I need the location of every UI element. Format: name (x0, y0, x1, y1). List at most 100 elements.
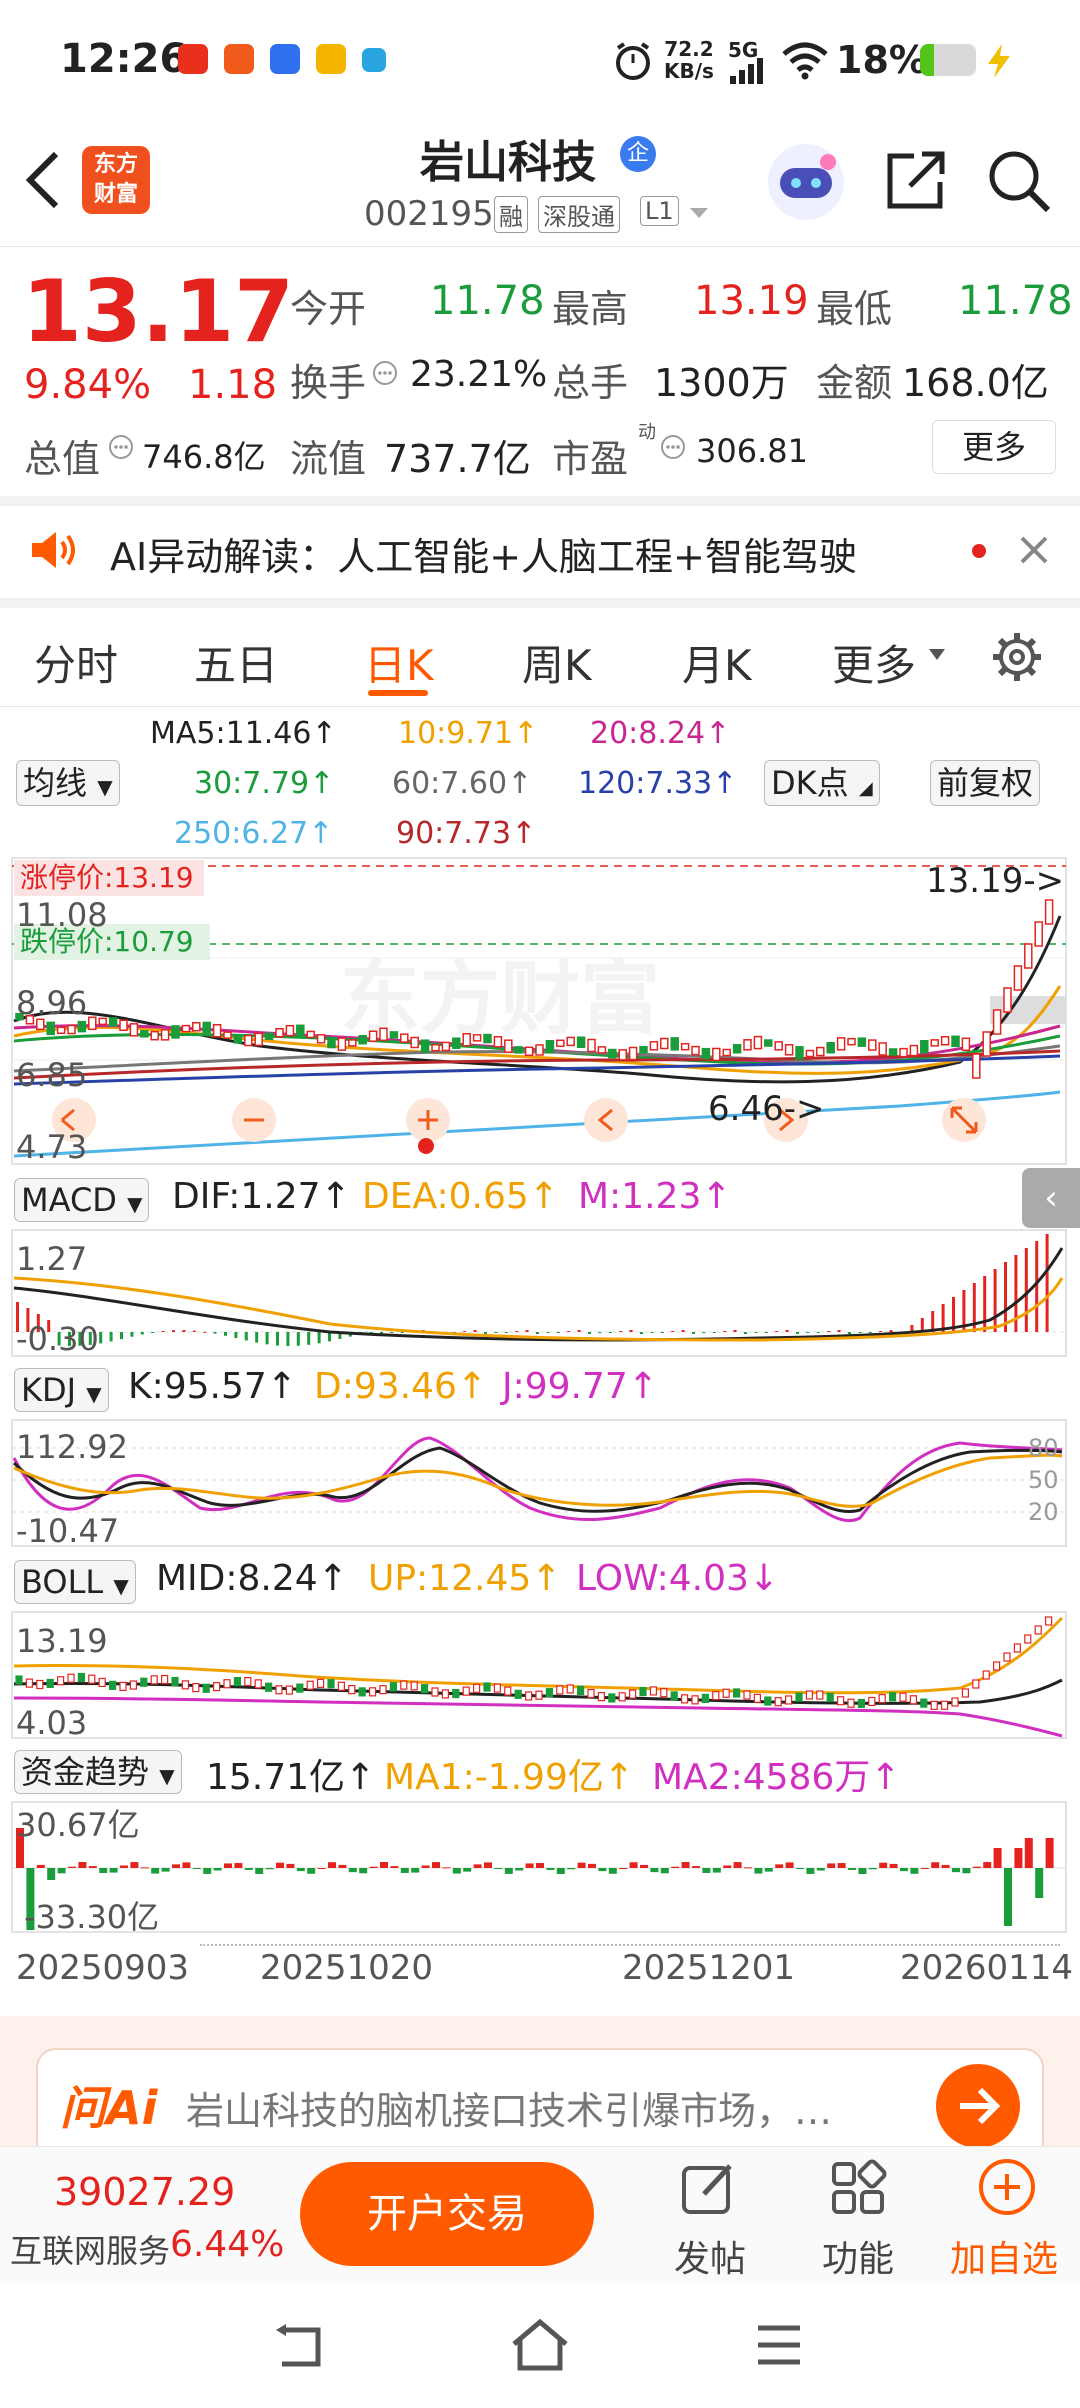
fund-bar (120, 1865, 128, 1868)
candle (254, 1032, 263, 1047)
info-icon[interactable] (372, 360, 398, 386)
ask-ai-send-button[interactable] (936, 2064, 1020, 2148)
limit-up-label: 涨停价:13.19 (20, 861, 194, 894)
macd-bar (504, 1332, 508, 1333)
index-percent: 6.44% (170, 2224, 285, 2265)
back-nav-icon[interactable] (272, 2322, 328, 2372)
macd-bar (816, 1332, 820, 1333)
candle (441, 1041, 451, 1052)
ask-ai-bar[interactable]: 问Ai 岩山科技的脑机接口技术引爆市场，… (36, 2048, 1044, 2162)
more-quote-button[interactable]: 更多 (932, 420, 1056, 474)
chevron-down-icon[interactable] (928, 648, 946, 662)
kline-chart[interactable]: 东方财富 涨停价:13.19 跌停价:10.79 11.08 8.96 6.85… (0, 856, 1080, 1168)
fund-trend-chart[interactable]: 30.67亿 -33.30亿 (0, 1800, 1080, 1934)
tab-more[interactable]: 更多 (832, 641, 917, 690)
candle (972, 1053, 981, 1079)
macd-dea-label: DEA:0.65↑ (362, 1176, 559, 1217)
kdj-chart[interactable]: 112.92 -10.47 80 50 20 (0, 1418, 1080, 1548)
macd-bar (494, 1332, 498, 1333)
candle (961, 1037, 971, 1052)
dropdown-icon[interactable] (688, 206, 710, 220)
boll-candle (566, 1684, 574, 1694)
collapse-panel-tab[interactable]: ‹ (1022, 1168, 1080, 1228)
pe-label: 市盈 (552, 437, 629, 481)
candle (888, 1048, 898, 1056)
dk-point-button[interactable]: DK点 ◢ (764, 760, 880, 806)
boll-candle (576, 1685, 585, 1695)
boll-candle (452, 1688, 460, 1699)
app-logo[interactable]: 东方 财富 (82, 146, 150, 214)
candle (1003, 987, 1012, 1013)
fund-bar (140, 1867, 149, 1869)
boll-candle (972, 1679, 980, 1689)
tab-weekly-k[interactable]: 周K (522, 641, 592, 690)
boll-candle (1024, 1634, 1032, 1644)
kdj-level-80: 80 (1028, 1434, 1059, 1462)
tab-daily-k[interactable]: 日K (364, 641, 434, 690)
home-nav-icon[interactable] (510, 2318, 570, 2374)
fund-trend-selector[interactable]: 资金趋势 ▼ (14, 1750, 182, 1794)
high-label: 最高 (552, 287, 629, 331)
boll-candle (108, 1680, 117, 1690)
post-button[interactable]: 发帖 (674, 2239, 747, 2280)
trade-button[interactable]: 开户交易 (300, 2162, 594, 2266)
boll-candle (545, 1688, 554, 1698)
limit-down-label: 跌停价:10.79 (20, 925, 194, 958)
info-icon[interactable] (108, 434, 134, 460)
apps-icon[interactable] (828, 2158, 888, 2218)
tab-monthly-k[interactable]: 月K (682, 641, 752, 690)
app-notification-icon (362, 48, 386, 72)
ai-assistant-icon[interactable] (766, 142, 846, 222)
add-watchlist-button[interactable]: 加自选 (950, 2239, 1059, 2280)
candle (327, 1036, 336, 1049)
menu-nav-icon[interactable] (754, 2322, 804, 2368)
gear-icon[interactable] (990, 630, 1044, 684)
fund-bar (328, 1862, 336, 1868)
candle (566, 1036, 575, 1047)
level-tag[interactable]: L1 (640, 196, 679, 226)
boll-candle (930, 1700, 938, 1710)
tab-intraday[interactable]: 分时 (34, 641, 119, 690)
back-arrow-icon[interactable] (22, 150, 62, 210)
tab-5day[interactable]: 五日 (194, 641, 279, 690)
boll-candle (233, 1676, 241, 1687)
macd-bar (182, 1330, 186, 1332)
turnover-label: 换手 (290, 361, 367, 405)
share-icon[interactable] (884, 148, 948, 212)
boll-selector[interactable]: BOLL ▼ (14, 1560, 136, 1604)
info-icon[interactable] (660, 434, 686, 460)
macd-selector[interactable]: MACD ▼ (14, 1178, 150, 1222)
boll-candle (951, 1697, 959, 1707)
candle (150, 1030, 159, 1041)
current-price: 13.17 (22, 262, 295, 362)
boll-chart[interactable]: 13.19 4.03 (0, 1610, 1080, 1740)
fund-y-bottom: -33.30亿 (24, 1898, 159, 1934)
boll-candle (753, 1693, 762, 1703)
add-circle-icon[interactable] (976, 2156, 1038, 2218)
boll-candle (67, 1673, 75, 1683)
boll-candle (421, 1684, 429, 1694)
candle (212, 1023, 222, 1038)
macd-bar (796, 1332, 799, 1334)
ma-selector[interactable]: 均线 ▼ (16, 760, 120, 806)
candle (524, 1046, 534, 1057)
candle (899, 1047, 908, 1058)
boll-candle (722, 1688, 730, 1698)
close-icon[interactable] (1018, 534, 1050, 566)
macd-chart[interactable]: 1.27 -0.30 (0, 1228, 1080, 1358)
boll-candle (192, 1682, 200, 1693)
watermark: 东方财富 (340, 952, 660, 1045)
candle (171, 1025, 180, 1039)
edit-icon[interactable] (678, 2158, 738, 2218)
index-value[interactable]: 39027.29 (54, 2170, 236, 2214)
index-name[interactable]: 互联网服务 (10, 2232, 171, 2270)
macd-bar (764, 1332, 768, 1333)
functions-button[interactable]: 功能 (822, 2239, 895, 2280)
kdj-selector[interactable]: KDJ ▼ (14, 1368, 109, 1412)
fund-bar (317, 1867, 326, 1869)
candle (701, 1047, 711, 1060)
fund-bar (57, 1868, 66, 1874)
adjust-mode-button[interactable]: 前复权 (930, 760, 1041, 806)
search-icon[interactable] (986, 148, 1052, 214)
boll-candle (878, 1694, 886, 1704)
